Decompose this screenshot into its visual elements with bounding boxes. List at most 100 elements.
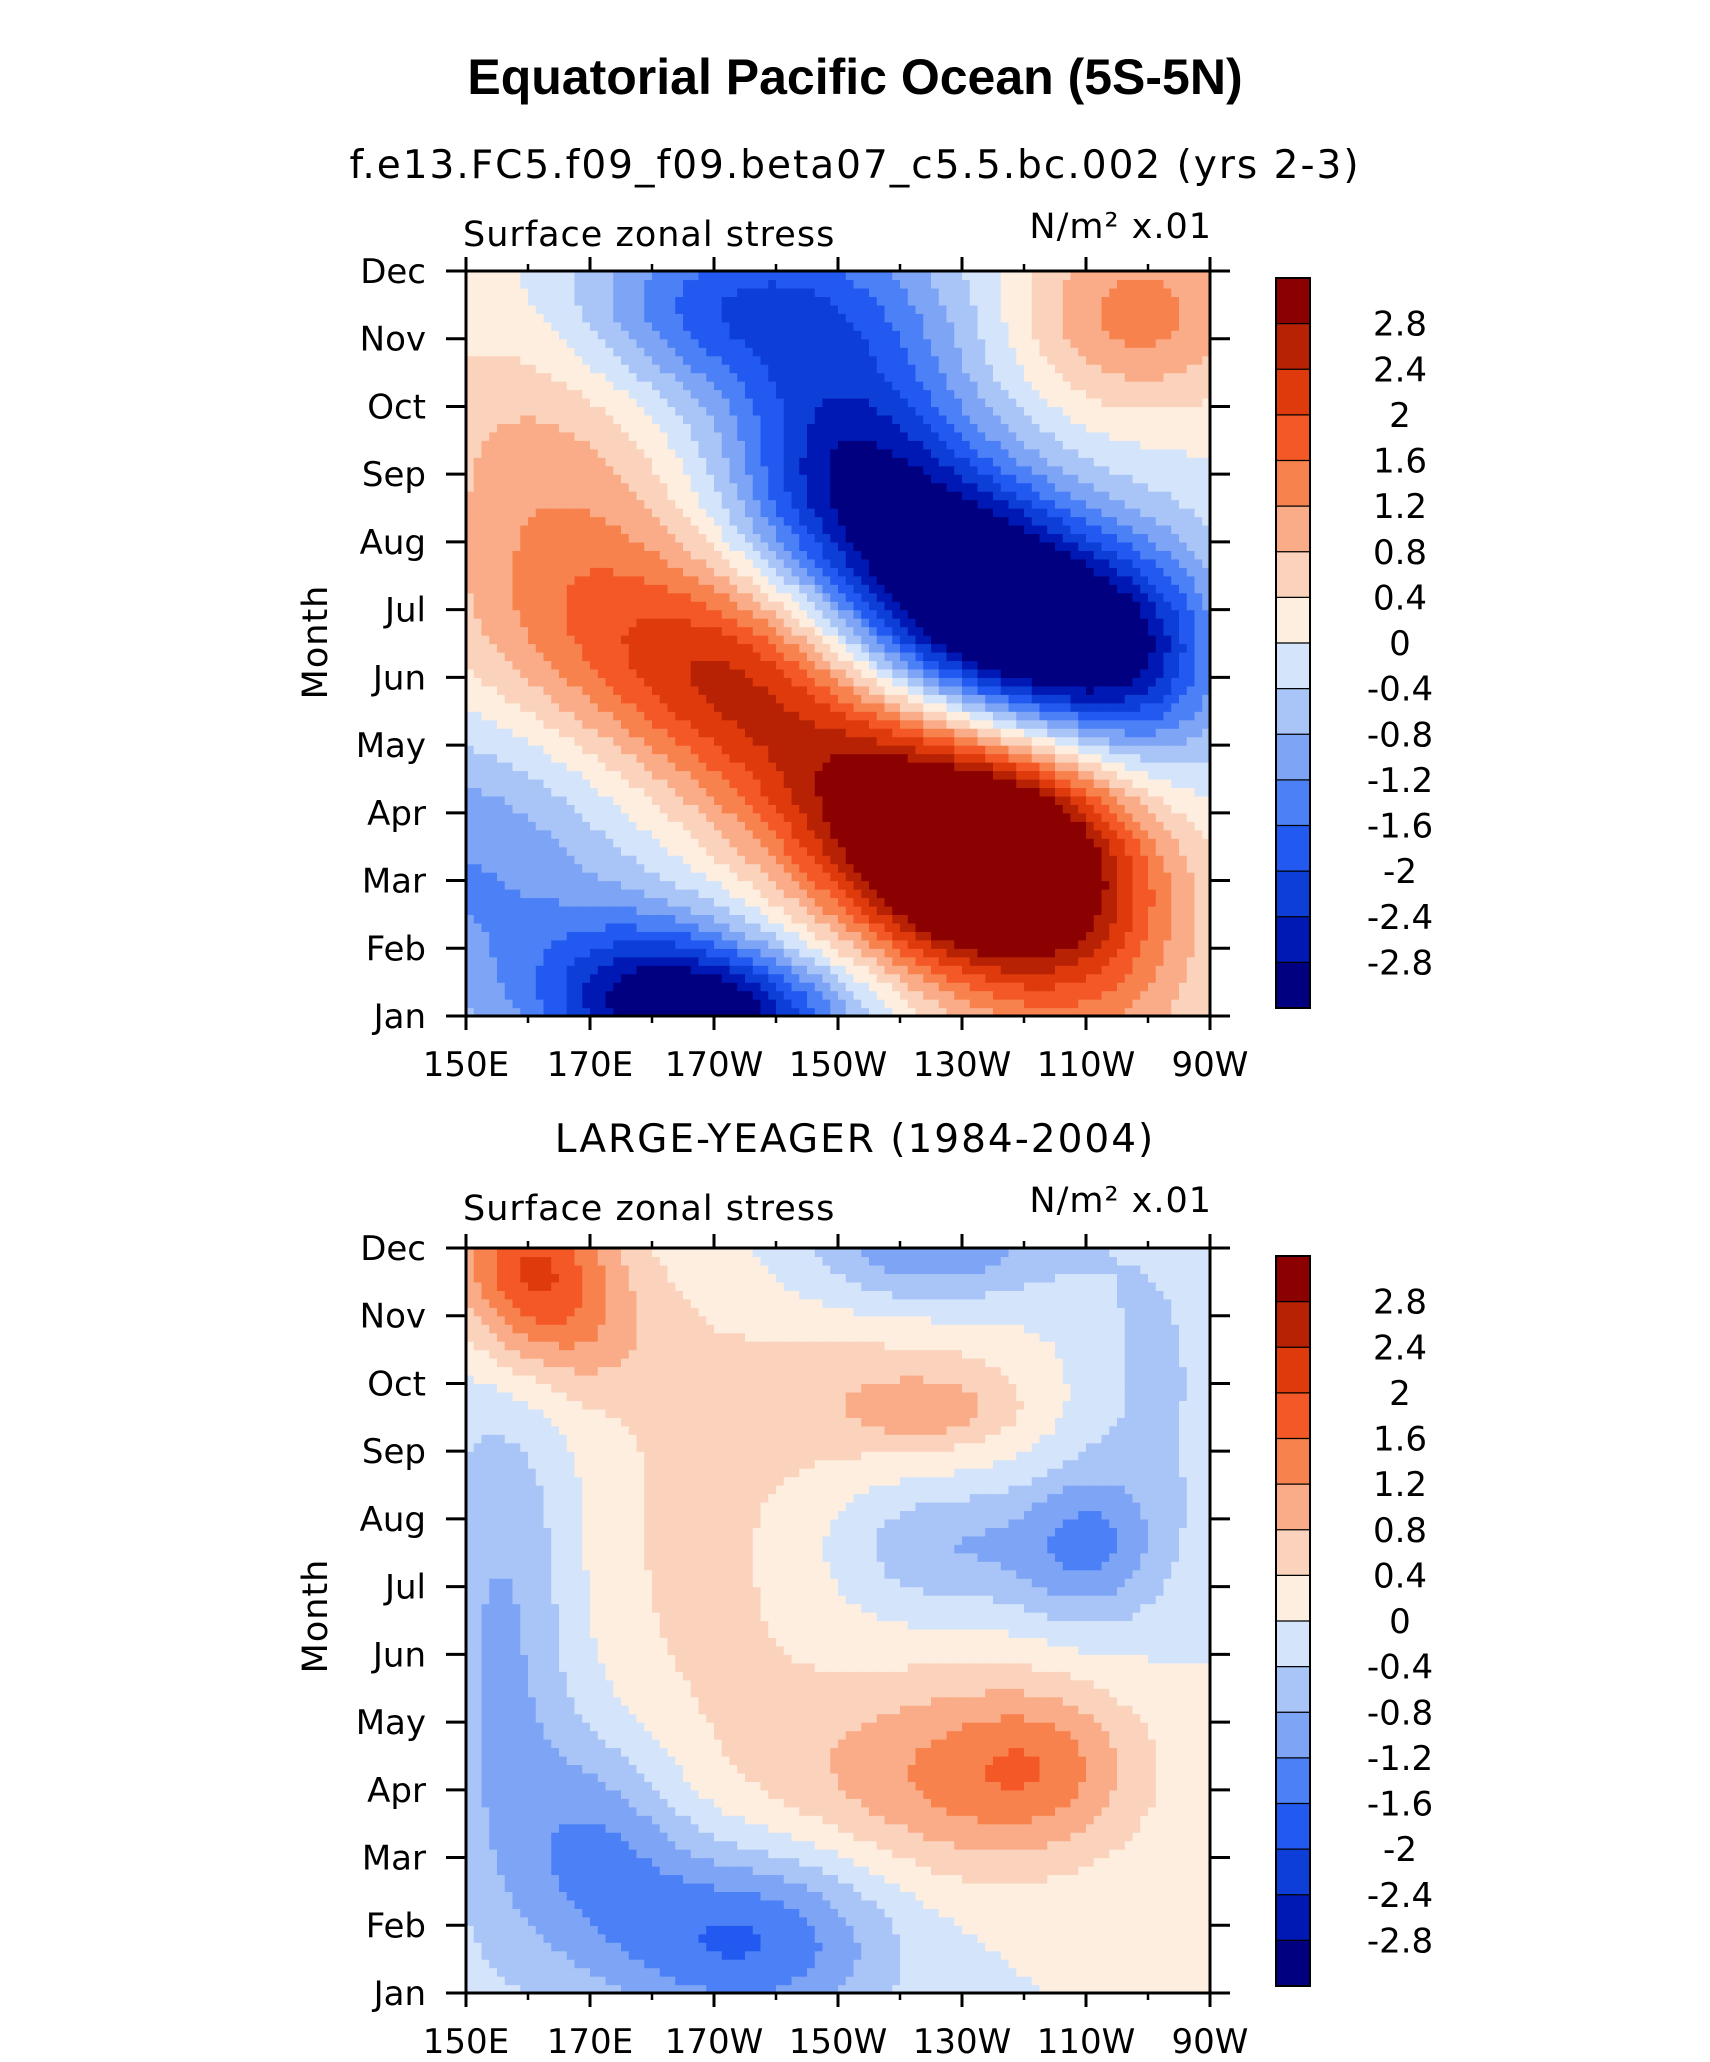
contour-cell: [574, 965, 583, 975]
contour-cell: [690, 948, 700, 958]
contour-cell: [621, 482, 630, 492]
contour-cell: [737, 846, 746, 856]
contour-cell: [721, 364, 731, 374]
contour-cell: [760, 838, 769, 848]
contour-cell: [799, 567, 808, 577]
contour-cell: [791, 1007, 800, 1017]
contour-cell: [597, 584, 607, 594]
contour-cell: [582, 855, 591, 865]
contour-cell: [566, 414, 576, 424]
contour-cell: [551, 922, 560, 932]
contour-cell: [636, 711, 645, 721]
contour-cell: [745, 897, 754, 907]
contour-cell: [613, 939, 622, 949]
contour-cell: [590, 973, 599, 983]
contour-cell: [683, 584, 692, 594]
contour-cell: [683, 423, 692, 433]
contour-cell: [613, 651, 622, 662]
contour-cell: [520, 795, 529, 805]
contour-cell: [590, 762, 599, 772]
contour-cell: [659, 575, 669, 585]
contour-cell: [559, 406, 568, 416]
contour-cell: [582, 474, 591, 484]
contour-cell: [752, 685, 762, 695]
contour-cell: [838, 448, 847, 458]
contour-cell: [729, 778, 738, 789]
contour-cell: [636, 770, 645, 780]
contour-cell: [876, 973, 886, 983]
contour-cell: [791, 956, 800, 966]
contour-cell: [481, 685, 490, 695]
contour-cell: [551, 372, 560, 382]
contour-cell: [683, 313, 692, 323]
contour-cell: [845, 973, 855, 983]
contour-cell: [497, 287, 506, 297]
contour-cell: [791, 778, 800, 789]
contour-cell: [714, 440, 723, 450]
contour-cell: [528, 313, 537, 323]
contour-cell: [644, 965, 653, 975]
contour-cell: [473, 702, 483, 712]
contour-cell: [752, 474, 762, 484]
contour-cell: [845, 965, 855, 975]
contour-cell: [776, 668, 785, 678]
contour-cell: [884, 762, 893, 772]
contour-cell: [551, 702, 560, 712]
contour-cell: [481, 719, 490, 729]
contour-cell: [605, 736, 614, 746]
contour-cell: [675, 567, 684, 577]
contour-cell: [504, 694, 514, 704]
contour-cell: [814, 838, 824, 848]
contour-cell: [822, 347, 831, 357]
contour-cell: [528, 897, 537, 907]
contour-cell: [652, 889, 661, 899]
contour-cell: [876, 922, 886, 932]
contour-cell: [605, 872, 614, 882]
contour-cell: [621, 745, 630, 755]
contour-cell: [675, 296, 684, 306]
contour-cell: [791, 389, 800, 399]
contour-cell: [473, 897, 483, 907]
contour-cell: [745, 423, 754, 433]
contour-cell: [659, 855, 669, 865]
contour-cell: [466, 541, 475, 551]
contour-cell: [714, 499, 723, 509]
contour-cell: [559, 939, 568, 949]
contour-cell: [752, 397, 762, 408]
contour-cell: [675, 321, 684, 331]
contour-cell: [574, 271, 583, 281]
contour-cell: [590, 939, 599, 949]
contour-cell: [582, 795, 591, 805]
contour-cell: [512, 736, 521, 746]
contour-cell: [582, 787, 591, 797]
contour-cell: [574, 668, 583, 678]
contour-cell: [590, 338, 599, 348]
contour-cell: [528, 397, 537, 408]
contour-cell: [590, 778, 599, 789]
contour-cell: [535, 516, 545, 526]
contour-cell: [683, 592, 692, 602]
contour-cell: [590, 838, 599, 848]
contour-cell: [551, 609, 560, 619]
contour-cell: [566, 931, 576, 941]
contour-cell: [675, 330, 684, 340]
contour-cell: [892, 931, 901, 941]
contour-cell: [698, 313, 707, 323]
contour-cell: [590, 635, 599, 645]
contour-cell: [690, 321, 700, 331]
contour-cell: [807, 406, 816, 416]
contour-cell: [783, 609, 793, 619]
contour-cell: [473, 457, 483, 467]
contour-cell: [776, 372, 785, 382]
contour-cell: [892, 905, 901, 916]
contour-cell: [690, 287, 700, 297]
contour-cell: [830, 694, 839, 704]
contour-cell: [659, 965, 669, 975]
contour-cell: [652, 508, 661, 518]
contour-cell: [814, 550, 824, 560]
contour-cell: [721, 381, 731, 391]
contour-cell: [659, 626, 669, 636]
contour-cell: [543, 838, 552, 848]
contour-cell: [667, 905, 676, 916]
contour-cell: [512, 423, 521, 433]
